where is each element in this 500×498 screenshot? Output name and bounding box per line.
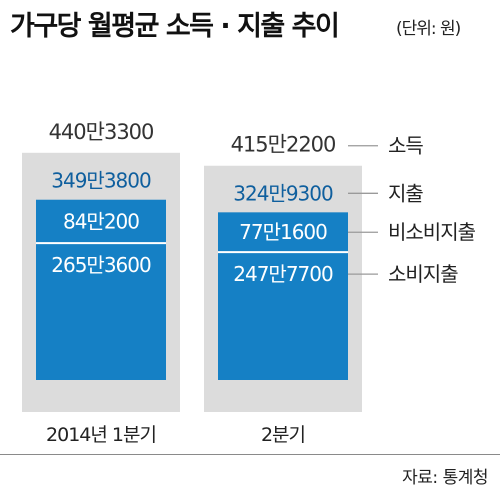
income-total-2: 415만2200: [231, 133, 336, 157]
consumption-value-1: 265만3600: [51, 253, 151, 277]
chart-title: 가구당 월평균 소득 · 지출 추이: [10, 11, 340, 42]
legend-label-3: 비소비지출: [388, 220, 476, 244]
non-consumption-value-2: 77만1600: [239, 220, 327, 244]
legend-label-2: 지출: [388, 181, 423, 205]
consumption-segment-1: [36, 243, 166, 380]
expense-total-1: 349만3800: [51, 169, 151, 193]
category-label-1: 2014년 1분기: [46, 424, 156, 446]
consumption-segment-2: [218, 252, 348, 380]
income-expense-chart: 265만3600 84만200 349만3800 440만3300 2014년 1분기 2…: [22, 120, 477, 446]
legend-label-4: 소비지출: [388, 262, 458, 286]
non-consumption-segment-1: [36, 199, 166, 244]
category-label-2: 2분기: [261, 424, 305, 446]
consumption-value-2: 247만7700: [233, 262, 333, 286]
non-consumption-value-1: 84만200: [63, 209, 139, 233]
expense-total-2: 324만9300: [233, 181, 333, 205]
unit-label: (단위: 원): [396, 19, 461, 39]
legend-label-1: 소득: [388, 134, 423, 158]
non-consumption-segment-2: [218, 212, 348, 253]
source-label: 자료: 통계청: [402, 468, 488, 488]
income-total-1: 440만3300: [49, 120, 154, 144]
footer-divider: [0, 454, 500, 455]
